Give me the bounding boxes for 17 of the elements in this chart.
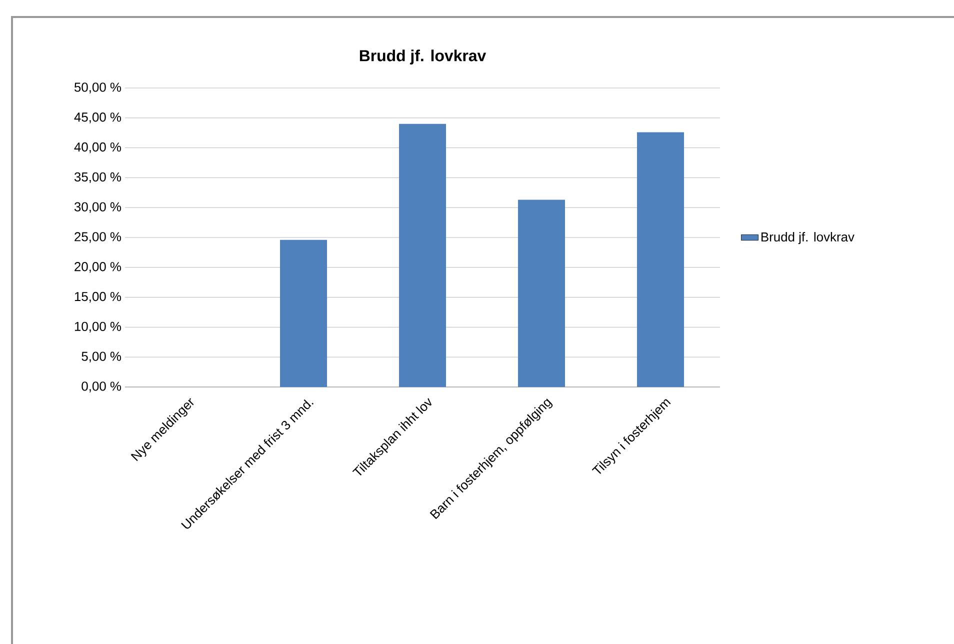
y-tick-label: 0,00 %: [82, 382, 122, 392]
y-tick-label: 45,00 %: [74, 112, 122, 124]
bar: [637, 132, 684, 387]
y-tick-label: 50,00 %: [74, 82, 122, 94]
y-tick-label: 25,00 %: [74, 232, 122, 243]
chart-title: Brudd jf. lovkrav: [360, 50, 486, 64]
bar: [518, 200, 566, 387]
bar: [280, 240, 328, 387]
y-tick-label: 30,00 %: [74, 202, 122, 213]
y-tick-label: 5,00 %: [82, 352, 122, 362]
bar: [399, 124, 446, 387]
legend-label: Brudd jf. lovkrav: [762, 232, 854, 244]
y-tick-label: 20,00 %: [74, 262, 122, 273]
y-tick-label: 10,00 %: [74, 322, 122, 333]
y-tick-label: 35,00 %: [74, 172, 122, 184]
y-tick-label: 15,00 %: [74, 292, 122, 303]
y-tick-label: 40,00 %: [74, 142, 122, 154]
